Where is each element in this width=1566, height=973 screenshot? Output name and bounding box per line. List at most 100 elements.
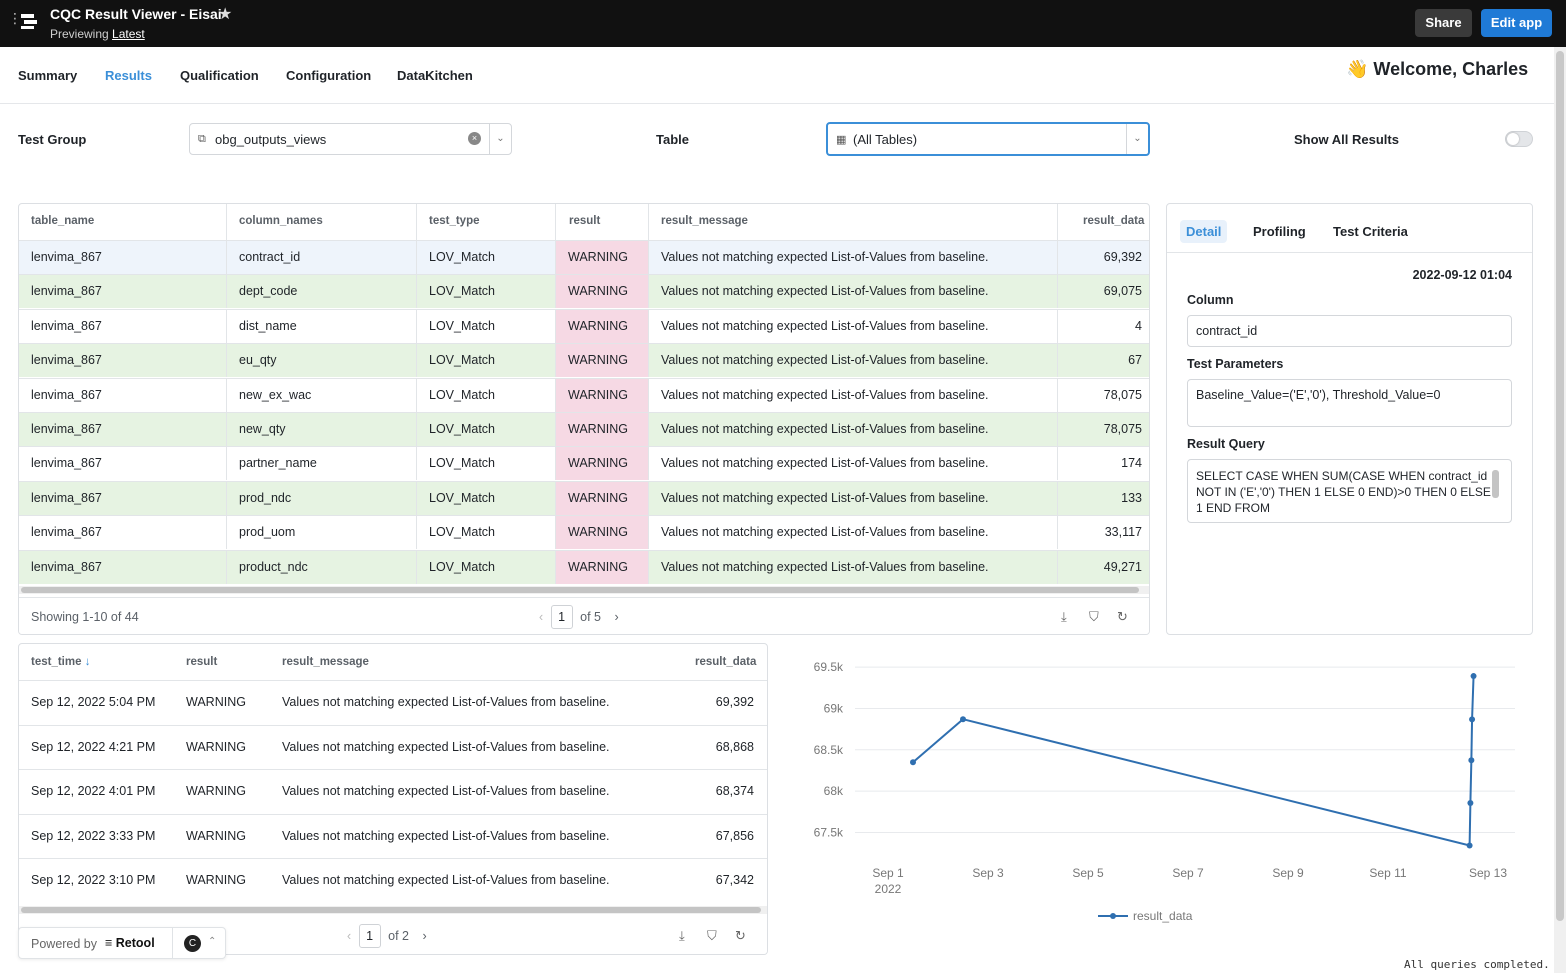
x-tick-label: Sep 9	[1272, 866, 1304, 880]
table-row[interactable]: lenvima_867 contract_id LOV_Match WARNING Va…	[19, 240, 1149, 274]
tab-datakitchen[interactable]: DataKitchen	[397, 68, 473, 83]
table-cell: 69,392	[1103, 250, 1142, 264]
table-cell: lenvima_867	[19, 413, 227, 446]
powered-by-badge[interactable]: Powered by ≡ Retool C ⌃	[18, 927, 226, 959]
table-cell: WARNING	[556, 344, 649, 378]
tab-configuration[interactable]: Configuration	[286, 68, 372, 83]
table-cell: WARNING	[556, 516, 649, 550]
tab-profiling[interactable]: Profiling	[1253, 224, 1306, 239]
x-tick-label: Sep 1	[872, 866, 904, 880]
table-row[interactable]: Sep 12, 2022 3:33 PM WARNING Values not ma…	[19, 813, 767, 859]
test-parameters-field[interactable]: Baseline_Value=('E','0'), Threshold_Valu…	[1187, 379, 1512, 427]
table-cell: prod_uom	[227, 516, 417, 550]
table-cell: partner_name	[227, 447, 417, 481]
page-scrollbar[interactable]	[1554, 47, 1566, 973]
col-header-test-type[interactable]: test_type	[429, 215, 480, 227]
table-select[interactable]: ▦ (All Tables) ⌄	[826, 122, 1150, 156]
next-page-icon[interactable]: ›	[422, 929, 427, 943]
sort-down-icon[interactable]: ↓	[84, 656, 91, 668]
chevron-down-icon[interactable]: ⌄	[1126, 124, 1148, 154]
table-row[interactable]: lenvima_867 new_ex_wac LOV_Match WARNING Val…	[19, 377, 1149, 412]
detail-panel: Detail Profiling Test Criteria 2022-09-1…	[1166, 203, 1533, 635]
table-cell: Values not matching expected List-of-Val…	[649, 309, 1058, 343]
table-cell: Sep 12, 2022 3:10 PM	[31, 873, 156, 888]
test-group-select[interactable]: ⧉ obg_outputs_views × ⌄	[189, 123, 512, 155]
table-cell: Values not matching expected List-of-Val…	[649, 413, 1058, 446]
prev-page-icon[interactable]: ‹	[347, 929, 352, 943]
col-header-test-time[interactable]: test_time ↓	[31, 656, 90, 668]
tab-results[interactable]: Results	[105, 68, 152, 83]
col-header-table-name[interactable]: table_name	[31, 215, 95, 227]
x-tick-sublabel: 2022	[875, 882, 902, 896]
x-tick-label: Sep 13	[1469, 866, 1507, 880]
edit-app-button[interactable]: Edit app	[1481, 9, 1552, 37]
refresh-icon[interactable]: ↻	[735, 928, 746, 943]
filter-icon[interactable]: ⛉	[707, 928, 717, 943]
drag-handle-icon[interactable]: ⋮	[8, 10, 22, 26]
table-cell: LOV_Match	[417, 309, 556, 343]
tab-summary[interactable]: Summary	[18, 68, 78, 83]
y-tick-label: 67.5k	[814, 825, 844, 839]
table-row[interactable]: lenvima_867 prod_uom LOV_Match WARNING Value…	[19, 515, 1149, 550]
table-row[interactable]: lenvima_867 new_qty LOV_Match WARNING Values…	[19, 412, 1149, 446]
column-field[interactable]: contract_id	[1187, 315, 1512, 347]
results-count: Showing 1-10 of 44	[31, 610, 139, 624]
clear-icon[interactable]: ×	[468, 132, 481, 145]
tab-qualification[interactable]: Qualification	[180, 68, 259, 83]
chevron-down-icon[interactable]: ⌄	[489, 124, 511, 154]
result-query-field[interactable]: SELECT CASE WHEN SUM(CASE WHEN contract_…	[1187, 459, 1512, 523]
col-header-result[interactable]: result	[186, 656, 218, 668]
chevron-up-icon[interactable]: ⌃	[208, 936, 217, 947]
table-cell: lenvima_867	[19, 309, 227, 343]
line-chart-svg: 69.5k 69k 68.5k 68k 67.5k Sep 1 Sep 3 Sep 5 Sep …	[814, 660, 1515, 923]
col-header-result-message[interactable]: result_message	[661, 215, 748, 227]
results-table: table_name column_names test_type result…	[18, 203, 1150, 635]
star-icon[interactable]: ★	[218, 6, 233, 23]
table-row[interactable]: Sep 12, 2022 4:01 PM WARNING Values not ma…	[19, 769, 767, 814]
preview-version-link[interactable]: Latest	[112, 27, 145, 41]
col-header-result-message[interactable]: result_message	[282, 656, 369, 668]
download-icon[interactable]: ⤓	[679, 928, 685, 943]
table-row[interactable]: lenvima_867 product_ndc LOV_Match WARNING Va…	[19, 549, 1149, 584]
history-hscroll[interactable]	[19, 906, 767, 914]
col-header-result-data[interactable]: result_data	[695, 656, 757, 668]
tab-detail[interactable]: Detail	[1180, 220, 1228, 243]
series-line	[912, 676, 1475, 847]
table-cell: 69,392	[715, 695, 754, 709]
show-all-toggle[interactable]	[1505, 131, 1533, 147]
table-row[interactable]: lenvima_867 dept_code LOV_Match WARNING Valu…	[19, 274, 1149, 309]
col-header-result-data[interactable]: result_data	[1083, 215, 1145, 227]
share-button[interactable]: Share	[1415, 9, 1472, 37]
table-cell: WARNING	[556, 275, 649, 309]
col-header-column-names[interactable]: column_names	[239, 215, 323, 227]
col-header-result[interactable]: result	[569, 215, 601, 227]
query-scrollbar[interactable]	[1492, 470, 1499, 498]
refresh-icon[interactable]: ↻	[1117, 609, 1128, 624]
table-row[interactable]: lenvima_867 eu_qty LOV_Match WARNING Values …	[19, 343, 1149, 378]
table-row[interactable]: lenvima_867 partner_name LOV_Match WARNING V…	[19, 446, 1149, 481]
table-row[interactable]: Sep 12, 2022 3:10 PM WARNING Values not ma…	[19, 858, 767, 903]
user-avatar[interactable]: C	[184, 935, 201, 952]
table-cell: Sep 12, 2022 5:04 PM	[31, 695, 156, 709]
filter-icon[interactable]: ⛉	[1089, 609, 1099, 624]
show-all-label: Show All Results	[1294, 132, 1399, 147]
table-cell: Values not matching expected List-of-Val…	[282, 695, 610, 709]
next-page-icon[interactable]: ›	[614, 610, 619, 624]
table-cell: 67	[1128, 353, 1142, 368]
tab-test-criteria[interactable]: Test Criteria	[1333, 224, 1408, 239]
table-cell: lenvima_867	[19, 481, 227, 515]
table-cell: 4	[1135, 318, 1142, 333]
retool-brand: Retool	[115, 936, 155, 950]
table-cell: LOV_Match	[417, 481, 556, 515]
results-hscroll[interactable]	[19, 586, 1149, 594]
table-row[interactable]: lenvima_867 dist_name LOV_Match WARNING Valu…	[19, 308, 1149, 343]
download-icon[interactable]: ⤓	[1061, 609, 1067, 624]
page-input[interactable]: 1	[550, 605, 573, 629]
table-row[interactable]: lenvima_867 prod_ndc LOV_Match WARNING Value…	[19, 480, 1149, 515]
history-pager: ‹ 1 of 2 ›	[347, 924, 427, 948]
prev-page-icon[interactable]: ‹	[539, 610, 544, 624]
table-row[interactable]: Sep 12, 2022 4:21 PM WARNING Values not ma…	[19, 724, 767, 770]
table-cell: WARNING	[556, 241, 649, 274]
table-row[interactable]: Sep 12, 2022 5:04 PM WARNING Values not ma…	[19, 680, 767, 725]
page-input[interactable]: 1	[358, 924, 381, 948]
